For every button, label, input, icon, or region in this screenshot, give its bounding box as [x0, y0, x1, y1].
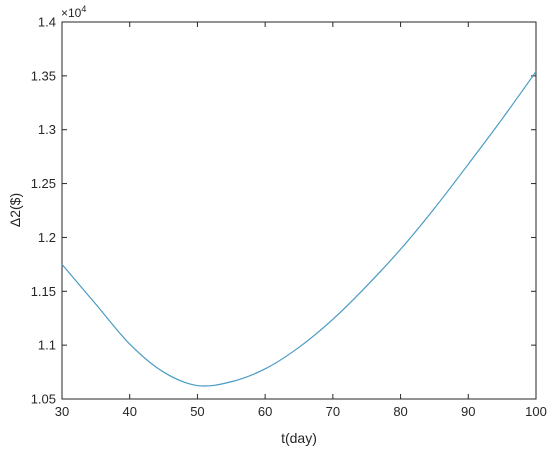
y-tick-label: 1.15	[31, 284, 56, 299]
x-tick-label: 90	[461, 404, 475, 419]
x-axis-label: t(day)	[281, 430, 317, 446]
y-tick-label: 1.3	[38, 122, 56, 137]
plot-area	[61, 21, 537, 400]
series-line	[61, 71, 537, 387]
x-tick-label: 60	[258, 404, 272, 419]
y-axis-ticks: 1.05 1.1 1.15 1.2 1.25 1.3 1.35 1.4	[31, 15, 536, 407]
y-axis-exponent: ×104	[61, 4, 86, 20]
y-axis-label: Δ2($)	[7, 193, 23, 227]
y-tick-label: 1.35	[31, 68, 56, 83]
y-tick-label: 1.2	[38, 230, 56, 245]
y-tick-label: 1.4	[38, 15, 56, 30]
x-tick-label: 50	[190, 404, 204, 419]
y-tick-label: 1.1	[38, 338, 56, 353]
x-tick-label: 100	[525, 404, 547, 419]
y-tick-label: 1.25	[31, 176, 56, 191]
x-axis-ticks: 30 40 50 60 70 80 90 100	[55, 22, 547, 419]
x-tick-label: 70	[326, 404, 340, 419]
x-tick-label: 30	[55, 404, 69, 419]
x-tick-label: 40	[122, 404, 136, 419]
x-tick-label: 80	[393, 404, 407, 419]
y-tick-label: 1.05	[31, 392, 56, 407]
